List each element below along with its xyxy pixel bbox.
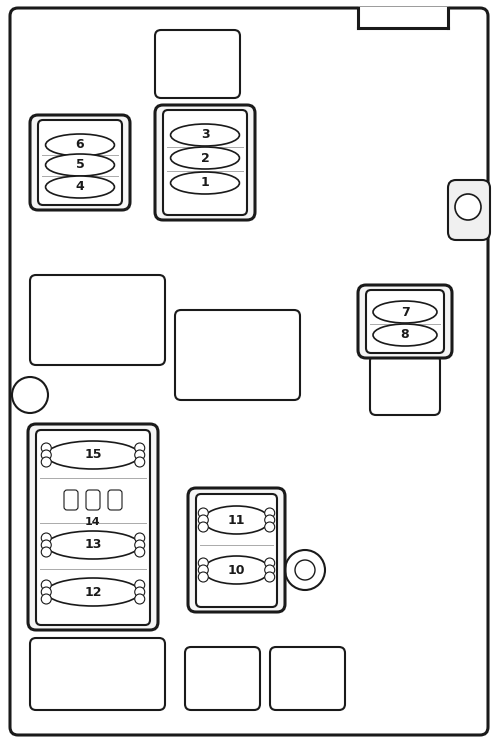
FancyBboxPatch shape — [64, 490, 78, 510]
Ellipse shape — [46, 441, 140, 469]
FancyBboxPatch shape — [270, 647, 345, 710]
Circle shape — [134, 533, 144, 543]
FancyBboxPatch shape — [155, 105, 255, 220]
Ellipse shape — [204, 506, 270, 534]
Text: 2: 2 — [200, 152, 209, 164]
Circle shape — [134, 547, 144, 557]
Circle shape — [198, 558, 208, 568]
FancyBboxPatch shape — [30, 115, 130, 210]
Circle shape — [42, 450, 51, 460]
FancyBboxPatch shape — [155, 30, 240, 98]
Ellipse shape — [46, 531, 140, 559]
Circle shape — [198, 572, 208, 582]
Text: 7: 7 — [400, 306, 409, 318]
Text: 3: 3 — [200, 128, 209, 141]
Circle shape — [42, 540, 51, 550]
Text: 8: 8 — [400, 329, 409, 341]
FancyBboxPatch shape — [36, 430, 150, 625]
FancyBboxPatch shape — [38, 120, 122, 205]
FancyBboxPatch shape — [366, 290, 444, 353]
Circle shape — [12, 377, 48, 413]
Circle shape — [198, 522, 208, 532]
Ellipse shape — [373, 301, 437, 323]
FancyBboxPatch shape — [86, 490, 100, 510]
FancyBboxPatch shape — [175, 310, 300, 400]
FancyBboxPatch shape — [30, 638, 165, 710]
Circle shape — [134, 587, 144, 597]
Ellipse shape — [204, 556, 270, 584]
FancyBboxPatch shape — [185, 647, 260, 710]
FancyBboxPatch shape — [196, 494, 277, 607]
FancyBboxPatch shape — [30, 275, 165, 365]
FancyBboxPatch shape — [188, 488, 285, 612]
Text: 4: 4 — [76, 181, 84, 193]
FancyBboxPatch shape — [448, 180, 490, 240]
FancyBboxPatch shape — [108, 490, 122, 510]
Circle shape — [42, 594, 51, 604]
Circle shape — [264, 522, 274, 532]
Text: 11: 11 — [228, 513, 245, 527]
Circle shape — [198, 565, 208, 575]
Circle shape — [42, 533, 51, 543]
Polygon shape — [358, 7, 448, 28]
Circle shape — [295, 560, 315, 580]
Text: 15: 15 — [84, 448, 102, 462]
Text: 6: 6 — [76, 138, 84, 152]
Ellipse shape — [170, 124, 239, 146]
Circle shape — [42, 587, 51, 597]
Circle shape — [134, 450, 144, 460]
Circle shape — [134, 594, 144, 604]
Text: 14: 14 — [85, 517, 101, 527]
Circle shape — [134, 457, 144, 467]
Circle shape — [134, 443, 144, 453]
Circle shape — [134, 540, 144, 550]
Circle shape — [264, 508, 274, 518]
Circle shape — [134, 580, 144, 590]
Ellipse shape — [170, 172, 239, 194]
FancyBboxPatch shape — [358, 285, 452, 358]
Circle shape — [264, 565, 274, 575]
FancyBboxPatch shape — [10, 8, 488, 735]
Text: 13: 13 — [84, 539, 102, 551]
Text: 10: 10 — [228, 563, 245, 577]
Ellipse shape — [170, 147, 239, 169]
Ellipse shape — [46, 578, 140, 606]
Circle shape — [42, 443, 51, 453]
Text: 12: 12 — [84, 586, 102, 598]
Circle shape — [455, 194, 481, 220]
FancyBboxPatch shape — [28, 424, 158, 630]
Circle shape — [198, 508, 208, 518]
Text: 1: 1 — [200, 176, 209, 190]
Circle shape — [198, 515, 208, 525]
Ellipse shape — [46, 176, 114, 198]
Ellipse shape — [373, 324, 437, 346]
Ellipse shape — [46, 134, 114, 156]
Circle shape — [42, 457, 51, 467]
Circle shape — [264, 558, 274, 568]
Circle shape — [42, 580, 51, 590]
Circle shape — [42, 547, 51, 557]
Text: 5: 5 — [76, 158, 84, 172]
Circle shape — [264, 572, 274, 582]
FancyBboxPatch shape — [163, 110, 247, 215]
FancyBboxPatch shape — [370, 355, 440, 415]
Circle shape — [264, 515, 274, 525]
Ellipse shape — [46, 154, 114, 176]
Circle shape — [285, 550, 325, 590]
